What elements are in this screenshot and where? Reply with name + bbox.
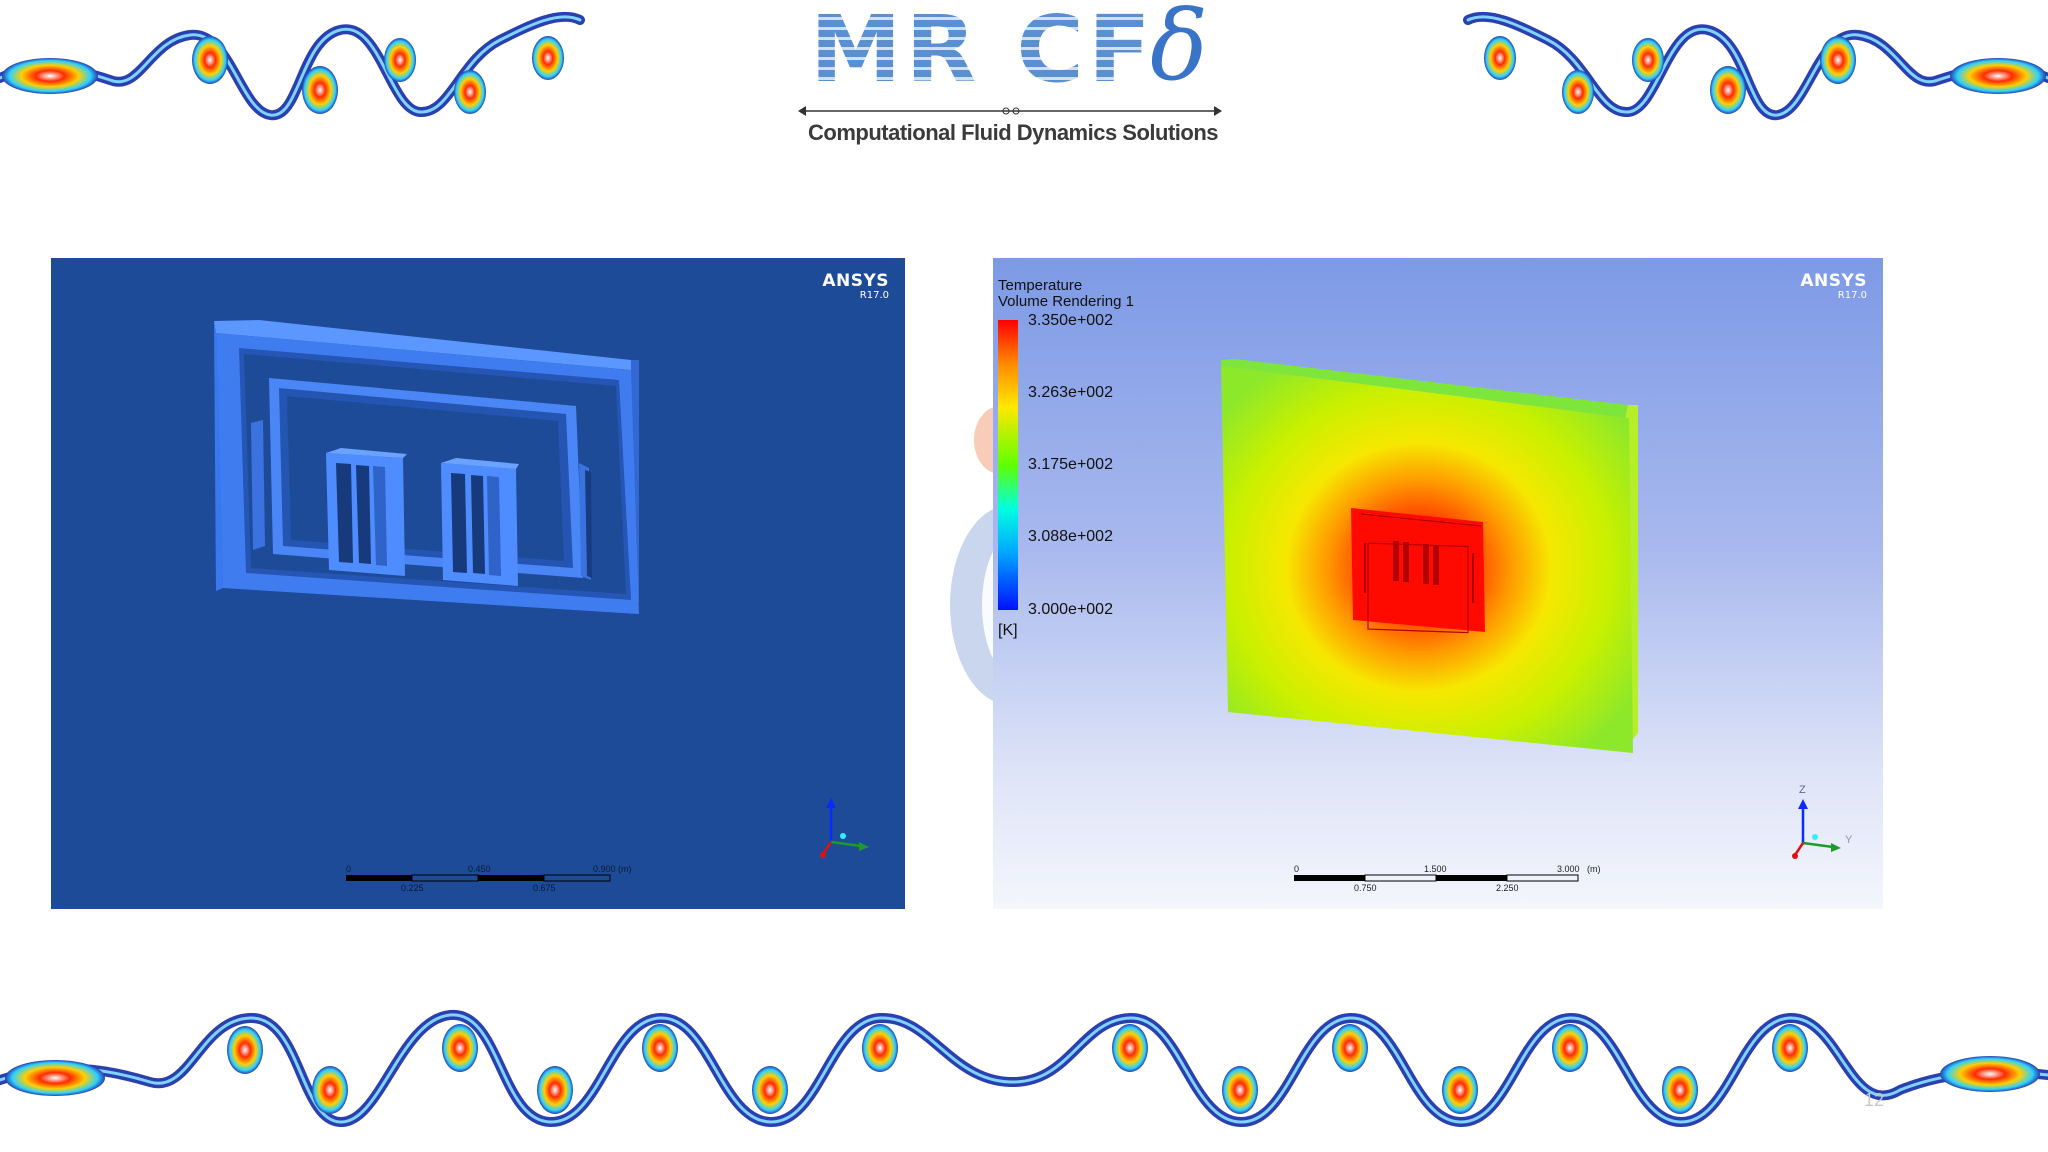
legend-unit: [K] <box>998 622 1018 639</box>
ansys-brand: ANSYS <box>1800 271 1867 291</box>
ansys-logo: ANSYS R17.0 <box>822 272 889 301</box>
scale-tick-label: 0.900 <box>593 864 616 874</box>
scale-tick-label: 3.000 <box>1557 864 1580 874</box>
scale-unit: (m) <box>1587 864 1601 874</box>
logo-tagline: Computational Fluid Dynamics Solutions <box>808 120 1219 145</box>
scale-tick-label: 2.250 <box>1496 883 1519 893</box>
page-number: 12 <box>1864 1090 1885 1110</box>
ansys-version: R17.0 <box>1837 290 1867 301</box>
scale-tick-label: 1.500 <box>1424 864 1447 874</box>
scale-tick-label: 0.675 <box>533 883 556 893</box>
temperature-model <box>1221 359 1638 753</box>
scale-bar: 0 0.450 0.900 (m) 0.225 0.675 <box>346 864 632 894</box>
vortex-decoration-bottom <box>0 990 2048 1152</box>
logo-wordmark: MR CF <box>810 0 1155 103</box>
legend-value: 3.350e+002 <box>1028 312 1113 329</box>
logo-divider <box>798 106 1222 116</box>
ansys-brand: ANSYS <box>822 271 889 291</box>
ansys-logo: ANSYS R17.0 <box>1800 272 1867 301</box>
scale-bar: 0 1.500 3.000 (m) 0.750 2.250 <box>1294 864 1601 894</box>
scale-tick-label: 0.450 <box>468 864 491 874</box>
legend-subtitle: Volume Rendering 1 <box>998 293 1134 310</box>
vortex-decoration-top-right <box>1450 0 2048 160</box>
legend-value: 3.088e+002 <box>1028 528 1113 545</box>
legend-value: 3.175e+002 <box>1028 456 1113 473</box>
scale-tick-label: 0 <box>1294 864 1300 874</box>
axis-z-label: Z <box>1799 784 1806 796</box>
legend-value: 3.000e+002 <box>1028 601 1113 618</box>
geometry-view-panel[interactable]: ANSYS R17.0 <box>51 258 905 909</box>
scale-tick-label: 0 <box>346 864 352 874</box>
axis-triad: Z Y <box>1792 784 1853 859</box>
axis-y-label: Y <box>1845 834 1853 846</box>
logo-delta-symbol: δ <box>1150 0 1208 102</box>
geometry-model <box>214 320 639 615</box>
ansys-version: R17.0 <box>859 290 889 301</box>
axis-triad <box>820 798 869 858</box>
legend-variable: Temperature <box>998 277 1083 294</box>
vortex-decoration-top-left <box>0 0 600 160</box>
scale-bar-graphic <box>346 874 611 882</box>
scale-unit: (m) <box>618 864 632 874</box>
legend-value: 3.263e+002 <box>1028 384 1113 401</box>
company-logo: MR CF δ Computational Fluid Dynamics Sol… <box>790 0 1240 160</box>
color-legend-bar <box>998 320 1018 610</box>
legend-title: Temperature Volume Rendering 1 <box>998 278 1134 310</box>
temperature-view-panel[interactable]: ANSYS R17.0 Temperature Volume Rendering… <box>993 258 1883 909</box>
scale-tick-label: 0.225 <box>401 883 424 893</box>
scale-tick-label: 0.750 <box>1354 883 1377 893</box>
scale-bar-graphic <box>1294 874 1579 882</box>
